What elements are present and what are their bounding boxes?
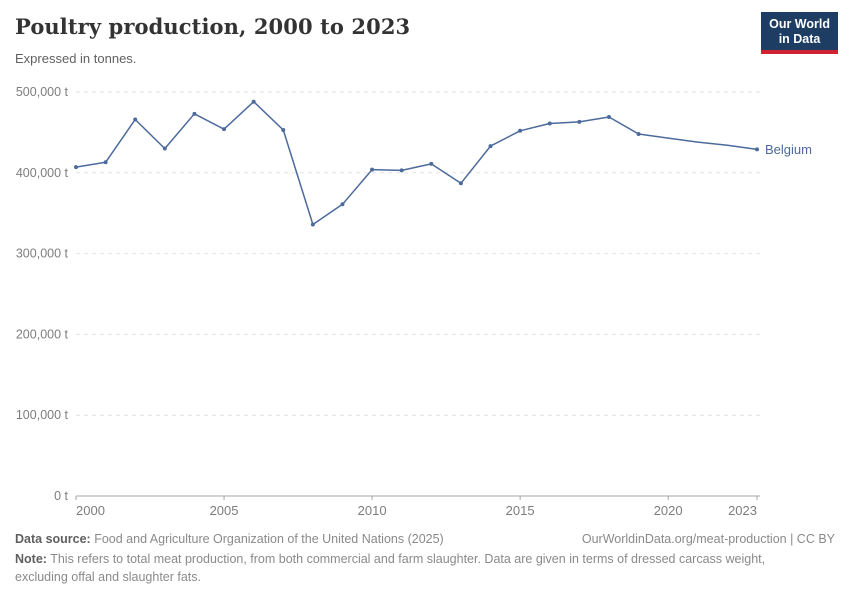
y-axis-tick-label: 300,000 t (16, 247, 69, 261)
data-source-label: Data source: (15, 532, 91, 546)
data-point-2002[interactable] (133, 117, 138, 122)
data-point-2000[interactable] (74, 165, 78, 170)
data-source-text: Food and Agriculture Organization of the… (90, 532, 444, 546)
y-axis-tick-label: 400,000 t (16, 166, 69, 180)
data-point-2013[interactable] (458, 181, 463, 186)
x-axis-tick-label: 2023 (728, 503, 757, 518)
data-point-2016[interactable] (547, 121, 552, 126)
data-point-2010[interactable] (370, 167, 375, 172)
x-axis-tick-label: 2000 (76, 503, 105, 518)
owid-logo-line1: Our World (769, 17, 830, 31)
footer-note-label: Note: (15, 552, 47, 566)
data-point-2003[interactable] (162, 146, 167, 151)
data-point-2007[interactable] (281, 127, 286, 132)
data-point-2014[interactable] (488, 144, 493, 149)
line-chart-plot: 0 t 100,000 t 200,000 t 300,000 t 400,000 t 5… (16, 85, 812, 518)
footer-note-text: This refers to total meat production, fr… (15, 552, 766, 584)
x-axis-tick-label: 2015 (506, 503, 535, 518)
data-point-2015[interactable] (518, 128, 523, 133)
owid-logo: Our World in Data (761, 12, 838, 54)
y-axis-tick-label: 500,000 t (16, 85, 69, 99)
x-axis-tick-label: 2010 (358, 503, 387, 518)
data-point-2017[interactable] (577, 119, 582, 124)
data-point-2011[interactable] (399, 168, 404, 173)
y-axis-tick-label: 200,000 t (16, 327, 69, 341)
chart-footer: Data source: Food and Agriculture Organi… (15, 530, 835, 586)
data-point-2019[interactable] (636, 132, 641, 137)
data-point-2009[interactable] (340, 202, 345, 207)
data-point-2005[interactable] (222, 127, 227, 132)
data-point-2001[interactable] (103, 160, 108, 165)
y-axis-tick-label: 0 t (54, 489, 68, 503)
data-source-line: Data source: Food and Agriculture Organi… (15, 530, 444, 548)
belgium-series-line[interactable] (75, 100, 758, 226)
y-axis-tick-label: 100,000 t (16, 408, 69, 422)
chart-subtitle: Expressed in tonnes. (15, 51, 137, 66)
data-point-2018[interactable] (606, 115, 611, 120)
footer-url[interactable]: OurWorldinData.org/meat-production | CC … (581, 532, 835, 546)
data-point-2004[interactable] (192, 111, 197, 116)
x-axis-tick-label: 2020 (654, 503, 683, 518)
series-end-label[interactable]: Belgium (765, 142, 812, 157)
data-point-2006[interactable] (251, 99, 256, 104)
data-point-2023[interactable] (755, 147, 759, 152)
page-title: Poultry production, 2000 to 2023 (15, 14, 411, 39)
data-point-2012[interactable] (429, 161, 434, 166)
x-axis-tick-label: 2005 (210, 503, 239, 518)
data-point-2008[interactable] (310, 222, 315, 227)
footer-note: Note: This refers to total meat producti… (15, 550, 815, 586)
owid-logo-line2: in Data (778, 32, 821, 46)
